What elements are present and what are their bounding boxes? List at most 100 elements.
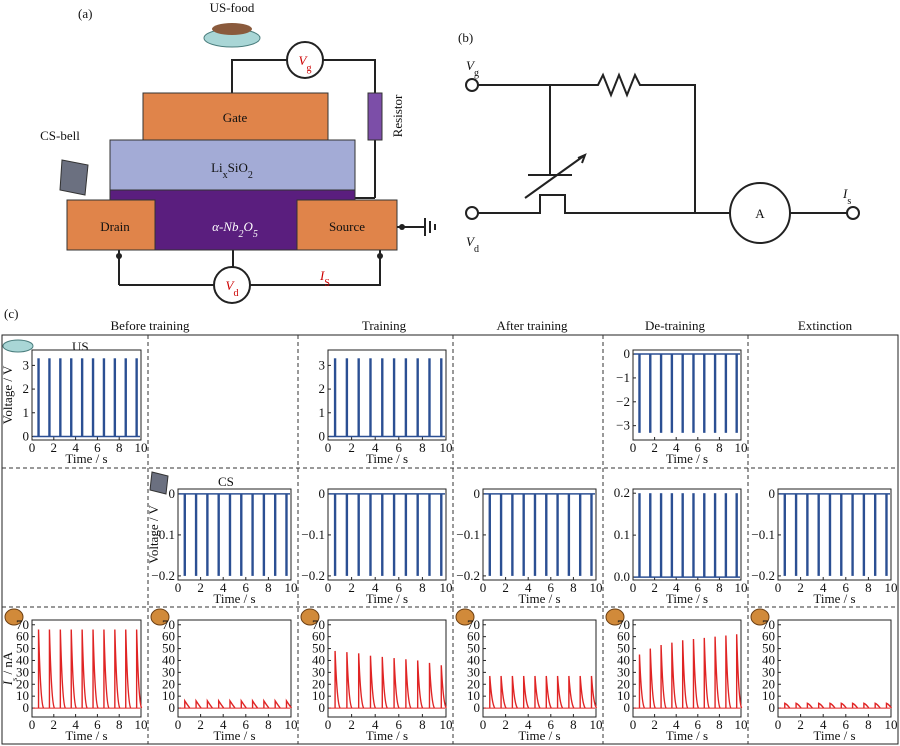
y-tick-label: 30 (762, 664, 775, 679)
x-tick-label: 10 (885, 580, 898, 595)
x-tick-label: 10 (735, 440, 748, 455)
x-tick-label: 8 (716, 717, 723, 732)
x-tick-label: 0 (325, 440, 332, 455)
spike (863, 702, 870, 709)
x-tick-label: 8 (265, 717, 272, 732)
y-tick-label: 0 (23, 428, 30, 443)
pulse (113, 358, 117, 437)
x-tick-label: 6 (396, 440, 403, 455)
spike (500, 675, 507, 709)
x-tick-label: 10 (590, 717, 603, 732)
y-tick-label: 2 (23, 381, 30, 396)
dog-icon (300, 608, 320, 626)
vg-meter (286, 41, 324, 79)
x-tick-label: 6 (396, 717, 403, 732)
y-tick-label: −0.1 (456, 527, 480, 542)
spike (885, 702, 893, 709)
pulse (692, 493, 695, 578)
mini-chart: 0 2 4 6 8 10 0 1 2 3 Time / s (319, 349, 453, 466)
spike (195, 698, 202, 709)
x-tick-label: 10 (135, 440, 148, 455)
spike (703, 637, 710, 709)
y-tick-label: 30 (162, 664, 175, 679)
x-tick-label: 4 (72, 717, 79, 732)
x-tick-label: 2 (502, 580, 509, 595)
x-tick-label: 8 (716, 580, 723, 595)
x-tick-label: 0 (175, 580, 182, 595)
x-tick-label: 4 (525, 717, 532, 732)
spike (135, 629, 143, 709)
pulse (392, 493, 396, 576)
y-tick-label: 70 (312, 617, 325, 632)
x-tick-label: 6 (548, 580, 555, 595)
spike (92, 629, 99, 709)
x-tick-label: 8 (570, 717, 577, 732)
circuit-wire (478, 72, 847, 214)
spike (638, 654, 646, 709)
vd-meter (213, 266, 251, 304)
y-tick-label: 10 (467, 688, 480, 703)
y-tick-label: 3 (319, 357, 326, 372)
sub: s (10, 678, 19, 681)
x-tick-label: 6 (94, 440, 101, 455)
y-tick-label: 1 (319, 405, 326, 420)
spike (806, 702, 813, 709)
dog-icon (750, 608, 770, 626)
x-tick-label: 6 (94, 717, 101, 732)
y-tick-label: 3 (23, 357, 30, 372)
pulse (670, 493, 674, 578)
panel-label: (a) (78, 6, 92, 21)
x-tick-label: 8 (865, 580, 872, 595)
x-axis-label: Time / s (213, 728, 255, 743)
y-tick-label: 40 (617, 652, 630, 667)
x-tick-label: 0 (775, 717, 782, 732)
plot-area (777, 619, 892, 718)
y-tick-label: 50 (762, 641, 775, 656)
x-tick-label: 6 (695, 717, 702, 732)
spike (184, 698, 191, 709)
spike (840, 702, 847, 709)
pulse (381, 358, 384, 437)
y-tick-label: −1 (616, 370, 630, 385)
sym: V (226, 278, 236, 293)
x-tick-label: 0 (175, 717, 182, 732)
pulse (873, 493, 877, 576)
pulse (806, 493, 809, 576)
spike (346, 652, 353, 709)
x-tick-label: 8 (419, 440, 426, 455)
column-header: Extinction (798, 318, 853, 333)
spike (217, 698, 225, 709)
panel-label: (b) (458, 30, 473, 45)
dog-icon (455, 608, 475, 626)
y-tick-label: −0.1 (751, 527, 775, 542)
spike (369, 655, 377, 709)
y-tick-label: 0 (319, 700, 326, 715)
y-tick-label: 0 (169, 700, 176, 715)
is-symbol: Is (842, 186, 851, 207)
x-axis-label: Time / s (813, 591, 855, 606)
x-tick-label: 0 (480, 717, 487, 732)
sub: s (847, 196, 851, 207)
y-tick-label: 70 (162, 617, 175, 632)
pulse (681, 493, 684, 578)
spike (681, 640, 689, 709)
pulse (590, 493, 593, 576)
x-tick-label: 4 (673, 717, 680, 732)
x-tick-label: 2 (797, 717, 804, 732)
y-tick-label: 60 (312, 629, 325, 644)
x-tick-label: 8 (419, 580, 426, 595)
x-tick-label: 8 (865, 717, 872, 732)
sym: I (0, 680, 15, 686)
pulse (70, 358, 73, 437)
panel-a: (a) US-food Vg Resistor Gate LixSiO2 Dra… (40, 0, 436, 304)
x-tick-label: 6 (243, 717, 250, 732)
pulse (440, 493, 443, 576)
pulse (488, 493, 491, 576)
column-header: Training (362, 318, 407, 333)
pulse (59, 358, 62, 437)
x-tick-label: 10 (735, 580, 748, 595)
